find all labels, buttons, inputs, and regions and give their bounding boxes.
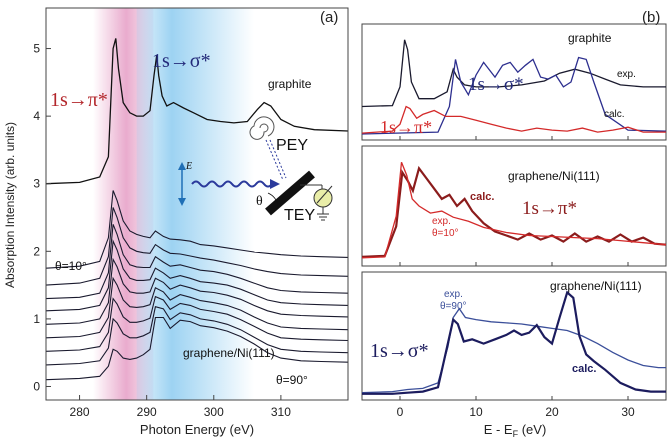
tey-label: TEY bbox=[284, 207, 315, 224]
pey-label: PEY bbox=[276, 137, 308, 154]
graphite-label: graphite bbox=[268, 77, 312, 91]
a-ytick-label: 5 bbox=[33, 42, 40, 56]
sample-label: graphene/Ni(111) bbox=[183, 346, 275, 360]
graphene-sigma-subpanel-exp-curve bbox=[362, 307, 666, 394]
graphite-subpanel-frame bbox=[361, 23, 667, 141]
theta-60-curve bbox=[46, 276, 348, 339]
panel-a-xlabel: Photon Energy (eV) bbox=[140, 422, 254, 437]
graphene-pi-subpanel-curves bbox=[362, 161, 666, 259]
graphene-sigma-theta-label: θ=90° bbox=[440, 301, 467, 312]
pey-detector-icon bbox=[249, 116, 275, 140]
graphene-sigma-subpanel-calc-curve bbox=[362, 290, 666, 395]
b-xtick-label: 30 bbox=[621, 405, 635, 419]
graphene-pi-subpanel-frame bbox=[361, 145, 667, 267]
panel-b-axes: 0 10 20 30 bbox=[397, 136, 635, 419]
panel-b-xlabel: E - EF (eV) bbox=[484, 422, 547, 439]
theta-arc bbox=[267, 192, 279, 206]
graphene-pi-subpanel-title: graphene/Ni(111) bbox=[508, 169, 600, 183]
ammeter-needle bbox=[316, 185, 333, 204]
panel-a: 280 290 300 310 0 1 2 3 4 5 (a) Photon Energy (eV… bbox=[3, 7, 349, 437]
graphite-subpanel-curves bbox=[362, 39, 666, 135]
theta-start-label: θ=10° bbox=[55, 259, 87, 273]
ammeter-icon bbox=[313, 188, 333, 208]
a-ytick-label: 4 bbox=[33, 109, 40, 123]
e-field-arrowhead-bottom bbox=[178, 198, 186, 206]
graphene-pi-exp-label: exp. bbox=[432, 216, 451, 227]
graphene-pi-calc-label: calc. bbox=[470, 191, 494, 203]
a-xtick-label: 300 bbox=[204, 405, 224, 419]
graphene-sigma-subpanel-frame bbox=[361, 271, 667, 401]
graphite-subpanel-calc-sigma-curve bbox=[362, 56, 666, 135]
surface-normal bbox=[273, 192, 291, 209]
a-ytick-label: 3 bbox=[33, 177, 40, 191]
a-ytick-label: 0 bbox=[33, 379, 40, 393]
panel-a-axes: 280 290 300 310 0 1 2 3 4 5 bbox=[33, 42, 291, 419]
a-xtick-label: 290 bbox=[137, 405, 157, 419]
graphene-pi-theta-label: θ=10° bbox=[432, 228, 459, 239]
pi-transition-label: 1s→π* bbox=[50, 89, 108, 111]
graphene-pi-subpanel-calc-curve bbox=[362, 165, 666, 258]
theta-80-curve bbox=[46, 306, 348, 366]
panel-a-curves bbox=[46, 38, 348, 381]
graphite-pi-label: 1s→π* bbox=[380, 117, 432, 137]
graphite-subpanel-exp-curve bbox=[362, 39, 666, 108]
graphene-pi-transition-label: 1s→π* bbox=[522, 198, 577, 219]
graphene-sigma-subpanel-curves bbox=[362, 290, 666, 395]
graphene-sigma-exp-label: exp. bbox=[444, 289, 463, 300]
e-field-arrowhead-top bbox=[178, 162, 186, 170]
panel-b-label: (b) bbox=[642, 9, 660, 26]
theta-30-curve bbox=[46, 224, 348, 300]
panel-a-label: (a) bbox=[320, 9, 338, 26]
graphene-pi-subpanel-exp-curve bbox=[362, 161, 666, 259]
b-xtick-label: 20 bbox=[545, 405, 559, 419]
photon-beam-wave bbox=[191, 180, 273, 188]
graphite-exp-label: exp. bbox=[617, 69, 636, 80]
theta-40-curve bbox=[46, 239, 348, 312]
panel-a-frame bbox=[45, 7, 349, 401]
b-xtick-label: 10 bbox=[469, 405, 483, 419]
experiment-geometry-inset: E θ PEY TEY bbox=[178, 116, 333, 224]
theta-symbol: θ bbox=[256, 194, 263, 209]
graphene-sigma-calc-label: calc. bbox=[572, 363, 596, 375]
graphene-sigma-subpanel-title: graphene/Ni(111) bbox=[550, 279, 642, 293]
electron-path bbox=[265, 139, 284, 181]
graphite-subpanel-title: graphite bbox=[568, 31, 612, 45]
a-xtick-label: 280 bbox=[70, 405, 90, 419]
panel-b-xlabel-main: E - E bbox=[484, 422, 513, 437]
sigma-star-region-shading bbox=[136, 8, 255, 400]
shaded-regions bbox=[92, 8, 255, 400]
e-field-label: E bbox=[185, 161, 192, 172]
a-ytick-label: 2 bbox=[33, 244, 40, 258]
panel-a-ylabel: Absorption Intensity (arb. units) bbox=[3, 122, 17, 288]
graphite-calc-label: calc. bbox=[604, 109, 625, 120]
graphite-subpanel-calc-pi-curve bbox=[362, 105, 666, 134]
graphite-curve bbox=[46, 38, 348, 185]
sigma-transition-label: 1s→σ* bbox=[152, 50, 211, 72]
a-xtick-label: 310 bbox=[271, 405, 291, 419]
graphite-sigma-label: 1s→σ* bbox=[468, 74, 524, 95]
theta-50-curve bbox=[46, 257, 348, 325]
graphene-sigma-transition-label: 1s→σ* bbox=[370, 340, 429, 362]
b-xtick-label: 0 bbox=[397, 405, 404, 419]
photon-beam-arrowhead bbox=[270, 179, 280, 189]
electron-path-2 bbox=[269, 139, 287, 179]
panel-b: (b) graphite exp. calc. 1s→σ* 1s→π* grap… bbox=[361, 9, 667, 439]
theta-end-label: θ=90° bbox=[276, 373, 308, 387]
theta-90-curve bbox=[46, 316, 348, 381]
panel-b-xlabel-unit: (eV) bbox=[518, 422, 546, 437]
theta-70-curve bbox=[46, 295, 348, 352]
theta-20-curve bbox=[46, 207, 348, 286]
theta-10-curve bbox=[46, 190, 348, 269]
a-ytick-label: 1 bbox=[33, 312, 40, 326]
panel-b-xlabel-sub: F bbox=[513, 429, 519, 439]
